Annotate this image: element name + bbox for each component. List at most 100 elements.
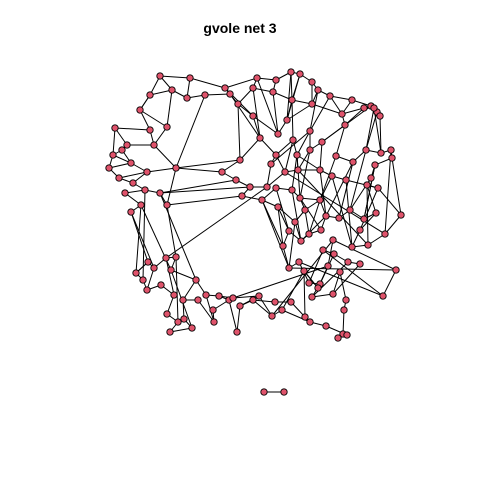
network-node bbox=[232, 176, 240, 184]
network-node bbox=[294, 166, 302, 174]
network-edge bbox=[308, 199, 321, 235]
network-edge bbox=[319, 141, 323, 171]
network-node bbox=[285, 227, 293, 235]
network-node bbox=[296, 194, 304, 202]
network-node bbox=[146, 91, 154, 99]
network-node bbox=[186, 74, 194, 82]
network-edge bbox=[332, 271, 341, 295]
network-node bbox=[260, 388, 268, 396]
network-node bbox=[397, 211, 405, 219]
network-node bbox=[381, 230, 389, 238]
network-edge bbox=[344, 107, 365, 126]
network-node bbox=[332, 152, 340, 160]
network-edge bbox=[175, 159, 241, 169]
network-node bbox=[346, 206, 354, 214]
network-node bbox=[127, 208, 135, 216]
network-node bbox=[387, 146, 395, 154]
network-edge bbox=[277, 206, 290, 232]
network-edge bbox=[296, 154, 301, 199]
network-node bbox=[308, 100, 316, 108]
network-node bbox=[364, 241, 372, 249]
network-edge bbox=[366, 184, 369, 246]
network-edge bbox=[298, 261, 384, 297]
network-node bbox=[372, 209, 380, 217]
network-edge bbox=[331, 175, 353, 248]
network-node bbox=[258, 196, 266, 204]
network-edge bbox=[341, 107, 365, 115]
network-node bbox=[308, 293, 316, 301]
network-node bbox=[221, 84, 229, 92]
network-node bbox=[343, 331, 351, 339]
network-node bbox=[322, 212, 330, 220]
network-node bbox=[300, 267, 308, 275]
network-node bbox=[272, 184, 280, 192]
network-edge bbox=[286, 103, 313, 121]
network-edge bbox=[239, 137, 261, 161]
network-node bbox=[317, 226, 325, 234]
network-node bbox=[115, 174, 123, 182]
network-edge bbox=[228, 299, 238, 333]
network-node bbox=[150, 141, 158, 149]
network-edge bbox=[288, 267, 397, 271]
network-node bbox=[360, 215, 368, 223]
network-node bbox=[168, 86, 176, 94]
network-node bbox=[233, 328, 241, 336]
network-edge bbox=[363, 164, 376, 220]
network-edge bbox=[300, 215, 327, 242]
network-node bbox=[348, 243, 356, 251]
network-node bbox=[279, 242, 287, 250]
network-edge bbox=[175, 256, 179, 323]
network-node bbox=[156, 189, 164, 197]
network-edge bbox=[261, 199, 290, 269]
network-edge bbox=[270, 130, 311, 165]
network-node bbox=[249, 112, 257, 120]
network-edge bbox=[342, 309, 345, 335]
network-node bbox=[183, 94, 191, 102]
network-node bbox=[271, 298, 279, 306]
network-node bbox=[334, 334, 342, 342]
network-node bbox=[295, 258, 303, 266]
network-edge bbox=[118, 171, 148, 179]
network-edge bbox=[146, 267, 155, 291]
network-edge bbox=[290, 71, 293, 101]
network-node bbox=[111, 124, 119, 132]
network-node bbox=[278, 306, 286, 314]
network-edge bbox=[345, 179, 379, 189]
network-node bbox=[218, 168, 226, 176]
network-node bbox=[288, 186, 296, 194]
network-node bbox=[201, 91, 209, 99]
network-node bbox=[280, 388, 288, 396]
network-edge bbox=[165, 257, 175, 296]
network-node bbox=[371, 161, 379, 169]
network-node bbox=[249, 296, 257, 304]
network-node bbox=[188, 324, 196, 332]
network-edge bbox=[165, 186, 268, 259]
network-node bbox=[226, 90, 234, 98]
network-edge bbox=[335, 124, 346, 157]
network-edge bbox=[303, 270, 319, 289]
network-edge bbox=[319, 155, 337, 201]
network-node bbox=[105, 164, 113, 172]
network-edge bbox=[277, 206, 284, 247]
network-node bbox=[272, 151, 280, 159]
network-node bbox=[301, 313, 309, 321]
network-edge bbox=[197, 299, 215, 323]
network-node bbox=[143, 168, 151, 176]
network-node bbox=[283, 116, 291, 124]
network-edge bbox=[275, 187, 290, 232]
network-edge bbox=[272, 91, 279, 135]
network-node bbox=[316, 166, 324, 174]
network-node bbox=[296, 70, 304, 78]
network-node bbox=[210, 318, 218, 326]
network-node bbox=[301, 206, 309, 214]
network-edge bbox=[277, 206, 296, 223]
network-edge bbox=[170, 269, 197, 281]
network-edge bbox=[159, 186, 251, 194]
network-node bbox=[156, 72, 164, 80]
network-node bbox=[341, 121, 349, 129]
network-node bbox=[322, 322, 330, 330]
network-edge bbox=[275, 139, 294, 156]
network-node bbox=[338, 110, 346, 118]
network-edge bbox=[236, 305, 241, 333]
